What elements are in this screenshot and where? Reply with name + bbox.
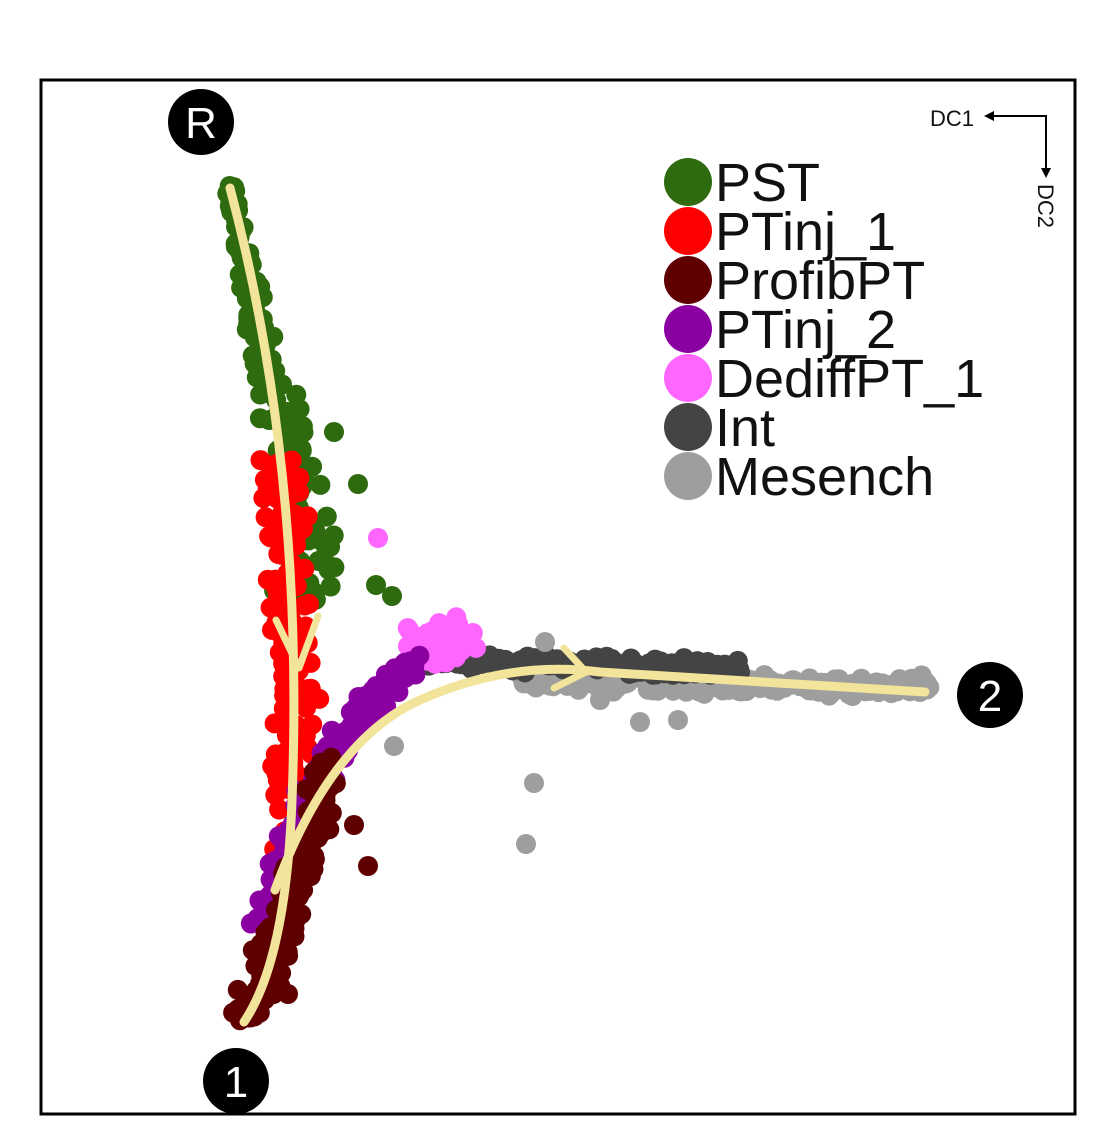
legend-label: ProfibPT xyxy=(715,251,925,311)
axis-direction-indicator: DC1 DC2 xyxy=(930,106,1058,228)
trajectory-1-to-2 xyxy=(270,664,930,895)
data-point-ptinj-2 xyxy=(357,690,378,711)
legend-swatch xyxy=(664,305,712,353)
legend-label: Int xyxy=(715,398,775,458)
data-point-ptinj-1 xyxy=(261,470,282,491)
data-point-profibpt xyxy=(300,866,321,887)
legend-item: Int xyxy=(664,398,775,458)
data-point-dediffpt-1 xyxy=(397,618,418,639)
data-point-dediffpt-1 xyxy=(417,623,438,644)
data-point-profibpt xyxy=(321,803,342,823)
legend: PSTPTinj_1ProfibPTPTinj_2DediffPT_1IntMe… xyxy=(664,153,984,507)
data-point-ptinj-1 xyxy=(260,597,281,618)
data-point-pst xyxy=(324,422,344,442)
data-point-profibpt xyxy=(321,747,342,768)
data-point-ptinj-1 xyxy=(294,595,315,616)
data-point-ptinj-1 xyxy=(266,763,287,784)
data-point-ptinj-2 xyxy=(343,722,364,743)
data-point-pst xyxy=(310,474,331,495)
node-1-label: 1 xyxy=(224,1058,248,1107)
data-point-int xyxy=(601,648,622,669)
legend-item: ProfibPT xyxy=(664,251,925,311)
legend-swatch xyxy=(664,452,712,500)
data-point-mesench xyxy=(731,681,752,702)
data-point-mesench xyxy=(516,834,536,854)
trajectory-curves xyxy=(225,183,930,1027)
legend-swatch xyxy=(664,403,712,451)
legend-item: Mesench xyxy=(664,447,934,507)
plot-frame xyxy=(39,78,1077,1116)
data-point-dediffpt-1 xyxy=(368,528,388,548)
node-2-label: 2 xyxy=(978,672,1002,721)
data-point-profibpt xyxy=(358,856,378,876)
node-2: 2 xyxy=(957,662,1023,728)
data-point-pst xyxy=(366,575,386,595)
data-point-int xyxy=(510,650,530,671)
dc1-arrow-icon xyxy=(992,115,1047,170)
data-point-pst xyxy=(318,559,339,580)
legend-label: PTinj_2 xyxy=(715,300,896,360)
node-1: 1 xyxy=(203,1048,269,1114)
data-point-profibpt xyxy=(278,984,298,1004)
data-point-pst xyxy=(236,319,257,340)
data-point-int xyxy=(714,654,735,675)
data-point-ptinj-2 xyxy=(397,653,418,674)
trajectory-nodes: R 1 2 xyxy=(168,89,1023,1114)
data-point-ptinj-1 xyxy=(309,688,330,709)
data-point-ptinj-1 xyxy=(269,799,290,820)
legend-label: DediffPT_1 xyxy=(715,349,984,409)
data-point-dediffpt-1 xyxy=(438,626,459,647)
legend-item: PTinj_1 xyxy=(664,202,896,262)
data-point-mesench xyxy=(668,710,688,730)
legend-label: PST xyxy=(715,153,820,213)
data-point-mesench xyxy=(630,712,650,732)
data-point-ptinj-1 xyxy=(250,450,271,471)
legend-item: DediffPT_1 xyxy=(664,349,984,409)
legend-item: PTinj_2 xyxy=(664,300,896,360)
data-point-pst xyxy=(320,576,341,597)
legend-label: Mesench xyxy=(715,447,934,507)
node-r: R xyxy=(168,89,234,155)
trajectory-r-to-1 xyxy=(225,183,299,1027)
arrowhead-1-to-2 xyxy=(550,644,590,692)
data-point-pst xyxy=(382,586,402,606)
arrowhead-r-to-1 xyxy=(272,612,322,672)
dc2-arrowhead-icon xyxy=(1041,168,1051,178)
legend-label: PTinj_1 xyxy=(715,202,896,262)
data-point-ptinj-2 xyxy=(240,913,261,934)
data-point-int xyxy=(586,647,607,668)
data-point-profibpt xyxy=(227,979,248,1000)
data-point-ptinj-1 xyxy=(266,518,287,539)
data-point-ptinj-1 xyxy=(253,488,274,509)
legend-swatch xyxy=(664,354,712,402)
legend-swatch xyxy=(664,256,712,304)
data-point-profibpt xyxy=(223,1002,244,1023)
data-point-mesench xyxy=(535,632,555,652)
data-point-profibpt xyxy=(344,815,364,835)
data-point-pst xyxy=(289,399,310,420)
x-axis-label: DC1 xyxy=(930,106,974,131)
data-point-ptinj-1 xyxy=(265,744,286,765)
data-point-mesench xyxy=(590,690,610,710)
y-axis-label: DC2 xyxy=(1033,184,1058,228)
data-point-dediffpt-1 xyxy=(435,652,456,673)
legend-item: PST xyxy=(664,153,820,213)
data-point-pst xyxy=(348,474,368,494)
data-point-mesench xyxy=(384,736,404,756)
legend-swatch xyxy=(664,207,712,255)
node-r-label: R xyxy=(185,99,217,148)
dc1-arrowhead-icon xyxy=(984,111,994,121)
legend-swatch xyxy=(664,158,712,206)
data-point-mesench xyxy=(524,773,544,793)
data-point-pst xyxy=(316,506,337,527)
